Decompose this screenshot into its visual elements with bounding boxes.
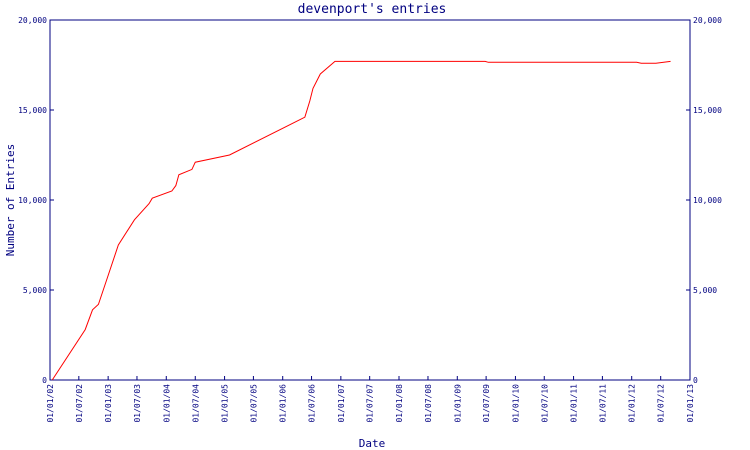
x-tick-label: 01/01/08 [395, 384, 404, 423]
x-tick-label: 01/07/11 [598, 384, 607, 423]
x-tick-label: 01/01/12 [628, 384, 637, 423]
x-tick-label: 01/01/04 [162, 384, 171, 423]
data-line [51, 60, 671, 381]
x-tick-label: 01/01/07 [337, 384, 346, 423]
x-tick-label: 01/07/09 [482, 384, 491, 423]
x-tick-label: 01/01/09 [453, 384, 462, 423]
x-tick-label: 01/07/12 [657, 384, 666, 423]
x-tick-label: 01/01/03 [104, 384, 113, 423]
x-tick-label: 01/01/11 [570, 384, 579, 423]
y2-tick-label: 20,000 [693, 16, 722, 25]
x-tick-label: 01/07/05 [249, 384, 258, 423]
x-tick-label: 01/07/03 [133, 384, 142, 423]
y-tick-label: 10,000 [18, 196, 47, 205]
y2-tick-label: 0 [693, 376, 698, 385]
y-axis-label: Number of Entries [4, 144, 17, 257]
y-tick-label: 15,000 [18, 106, 47, 115]
x-tick-label: 01/07/07 [366, 384, 375, 423]
x-tick-label: 01/07/10 [540, 384, 549, 423]
x-axis-label: Date [359, 437, 386, 450]
y-tick-label: 0 [42, 376, 47, 385]
plot-frame [49, 19, 691, 381]
y2-tick-label: 10,000 [693, 196, 722, 205]
y-tick-label: 5,000 [23, 286, 47, 295]
x-tick-label: 01/07/06 [308, 384, 317, 423]
y2-tick-label: 15,000 [693, 106, 722, 115]
x-tick-label: 01/01/10 [511, 384, 520, 423]
x-tick-label: 01/07/04 [191, 384, 200, 423]
chart-title: devenport's entries [298, 2, 447, 17]
x-tick-label: 01/07/08 [424, 384, 433, 423]
x-tick-label: 01/01/13 [686, 384, 695, 423]
x-tick-label: 01/07/02 [75, 384, 84, 423]
x-tick-label: 01/01/06 [279, 384, 288, 423]
y2-tick-label: 5,000 [693, 286, 717, 295]
x-tick-label: 01/01/02 [46, 384, 55, 423]
y-tick-label: 20,000 [18, 16, 47, 25]
x-tick-label: 01/01/05 [221, 384, 230, 423]
